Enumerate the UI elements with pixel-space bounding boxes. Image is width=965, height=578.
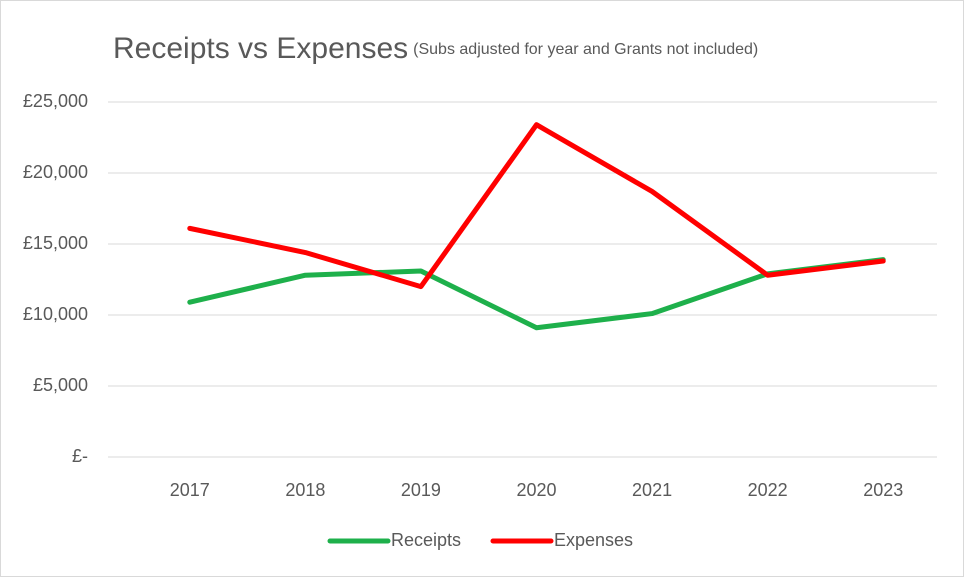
chart-heading: Receipts vs Expenses (Subs adjusted for … [113,32,758,65]
x-tick-label: 2020 [516,480,556,500]
x-tick-label: 2022 [748,480,788,500]
chart-subtitle: (Subs adjusted for year and Grants not i… [413,41,758,58]
x-tick-label: 2023 [863,480,903,500]
chart-title: Receipts vs Expenses [113,32,408,65]
y-tick-label: £- [72,446,88,466]
x-tick-label: 2018 [285,480,325,500]
x-tick-label: 2017 [170,480,210,500]
legend-label: Expenses [554,530,633,550]
x-tick-label: 2019 [401,480,441,500]
y-tick-label: £10,000 [23,304,88,324]
data-line [187,122,886,290]
x-tick-label: 2021 [632,480,672,500]
y-tick-label: £5,000 [33,375,88,395]
y-tick-label: £20,000 [23,162,88,182]
y-tick-label: £15,000 [23,233,88,253]
legend-label: Receipts [391,530,461,550]
y-tick-label: £25,000 [23,91,88,111]
